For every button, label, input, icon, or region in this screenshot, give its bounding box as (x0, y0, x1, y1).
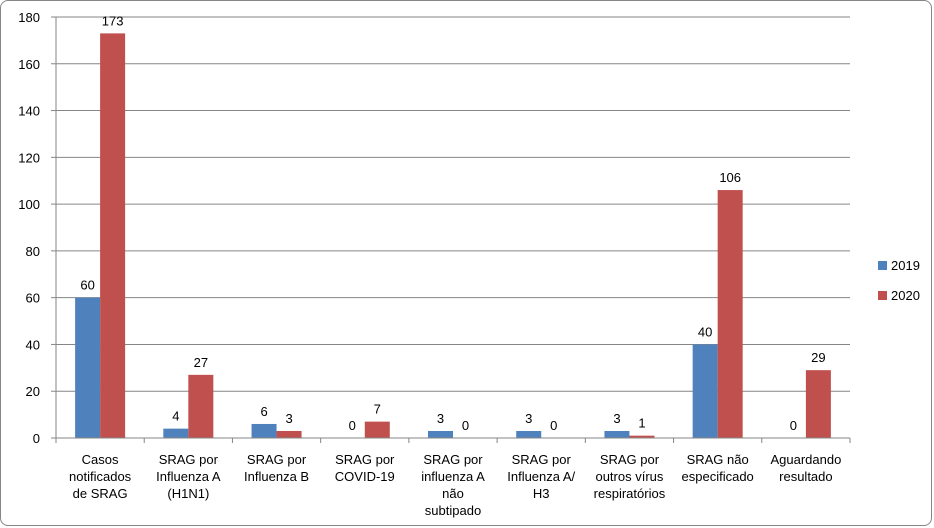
x-category-line: SRAG por (600, 452, 660, 467)
data-label: 0 (462, 418, 469, 433)
data-label: 1 (638, 416, 645, 431)
data-label: 3 (525, 411, 532, 426)
x-category-line: H3 (533, 486, 550, 501)
legend: 2019 2020 (878, 258, 920, 303)
data-label: 106 (719, 170, 741, 185)
y-tick-label: 20 (26, 384, 40, 399)
y-tick-label: 40 (26, 337, 40, 352)
x-category-line: resultado (779, 469, 832, 484)
data-label: 7 (374, 402, 381, 417)
y-axis: 0 20 40 60 80 100 120 140 160 180 (18, 10, 57, 446)
data-label: 29 (811, 350, 825, 365)
y-tick-label: 0 (33, 431, 40, 446)
x-category-label: SRAG por Influenza A (H1N1) (156, 452, 221, 501)
data-label: 3 (437, 411, 444, 426)
data-label: 3 (285, 411, 292, 426)
x-category-label: SRAG por COVID-19 (335, 452, 395, 484)
x-category-line: outros vírus (595, 469, 663, 484)
data-label: 173 (102, 13, 124, 28)
bar-2019-4 (428, 430, 453, 438)
data-label: 40 (698, 324, 712, 339)
x-category-line: influenza A (421, 469, 485, 484)
data-label: 0 (790, 418, 797, 433)
x-category-line: Influenza A/ (507, 469, 575, 484)
y-tick-label: 140 (18, 104, 40, 119)
legend-swatch-2020 (878, 291, 887, 300)
x-category-line: COVID-19 (335, 469, 395, 484)
bar-2019-6 (604, 430, 630, 438)
x-category-line: Influenza A (156, 469, 221, 484)
bar-2020-6 (629, 435, 655, 438)
y-tick-label: 160 (18, 57, 40, 72)
bar-2019-2 (251, 423, 277, 438)
data-label: 0 (550, 418, 557, 433)
x-category-label: Aguardando resultado (770, 452, 841, 484)
bar-2020-1 (188, 374, 214, 438)
y-tick-label: 120 (18, 150, 40, 165)
data-label: 60 (80, 278, 94, 293)
y-tick-label: 80 (26, 244, 40, 259)
x-category-line: SRAG por (247, 452, 307, 467)
data-label: 27 (194, 355, 208, 370)
x-category-label: Casos notificados de SRAG (69, 452, 132, 501)
legend-label: 2019 (891, 258, 920, 273)
bar-2020-7 (717, 190, 743, 438)
x-category-line: SRAG por (423, 452, 483, 467)
x-category-line: SRAG por (512, 452, 572, 467)
x-category-line: subtipado (425, 503, 481, 518)
x-axis: Casos notificados de SRAG SRAG por Influenza… (55, 437, 851, 518)
x-category-line: Casos (82, 452, 119, 467)
x-category-line: SRAG por (159, 452, 219, 467)
x-category-label: SRAG por influenza A não subtipado (421, 452, 485, 518)
y-tick-label: 180 (18, 10, 40, 25)
x-category-line: (H1N1) (167, 486, 209, 501)
bar-2020-0 (100, 33, 126, 438)
bar-2019-5 (516, 430, 542, 438)
x-category-label: SRAG não especificado (682, 452, 754, 484)
legend-label: 2020 (891, 288, 920, 303)
x-category-line: SRAG por (335, 452, 395, 467)
y-tick-label: 60 (26, 291, 40, 306)
x-category-label: SRAG por Influenza A/H3 (507, 452, 575, 501)
bar-2019-7 (692, 344, 718, 438)
data-label: 4 (172, 409, 179, 424)
x-category-line: SRAG não (687, 452, 749, 467)
bar-2020-2 (276, 430, 302, 438)
x-category-line: não (442, 486, 464, 501)
x-category-line: de SRAG (73, 486, 128, 501)
data-label: 3 (613, 411, 620, 426)
x-category-line: Influenza B (244, 469, 309, 484)
x-category-label: SRAG por Influenza B (244, 452, 309, 484)
legend-swatch-2019 (878, 261, 887, 270)
bars (75, 33, 831, 438)
x-category-line: Aguardando (770, 452, 841, 467)
bar-2019-0 (75, 297, 101, 438)
data-label: 0 (349, 418, 356, 433)
bar-2020-3 (364, 421, 390, 438)
y-tick-label: 100 (18, 197, 40, 212)
x-category-line: respiratórios (594, 486, 666, 501)
x-category-line: especificado (682, 469, 754, 484)
bar-2019-1 (163, 428, 189, 438)
x-category-label: SRAG por outros vírus respiratórios (594, 452, 666, 501)
bar-2020-8 (805, 370, 831, 438)
data-label: 6 (260, 404, 267, 419)
x-category-line: notificados (69, 469, 132, 484)
